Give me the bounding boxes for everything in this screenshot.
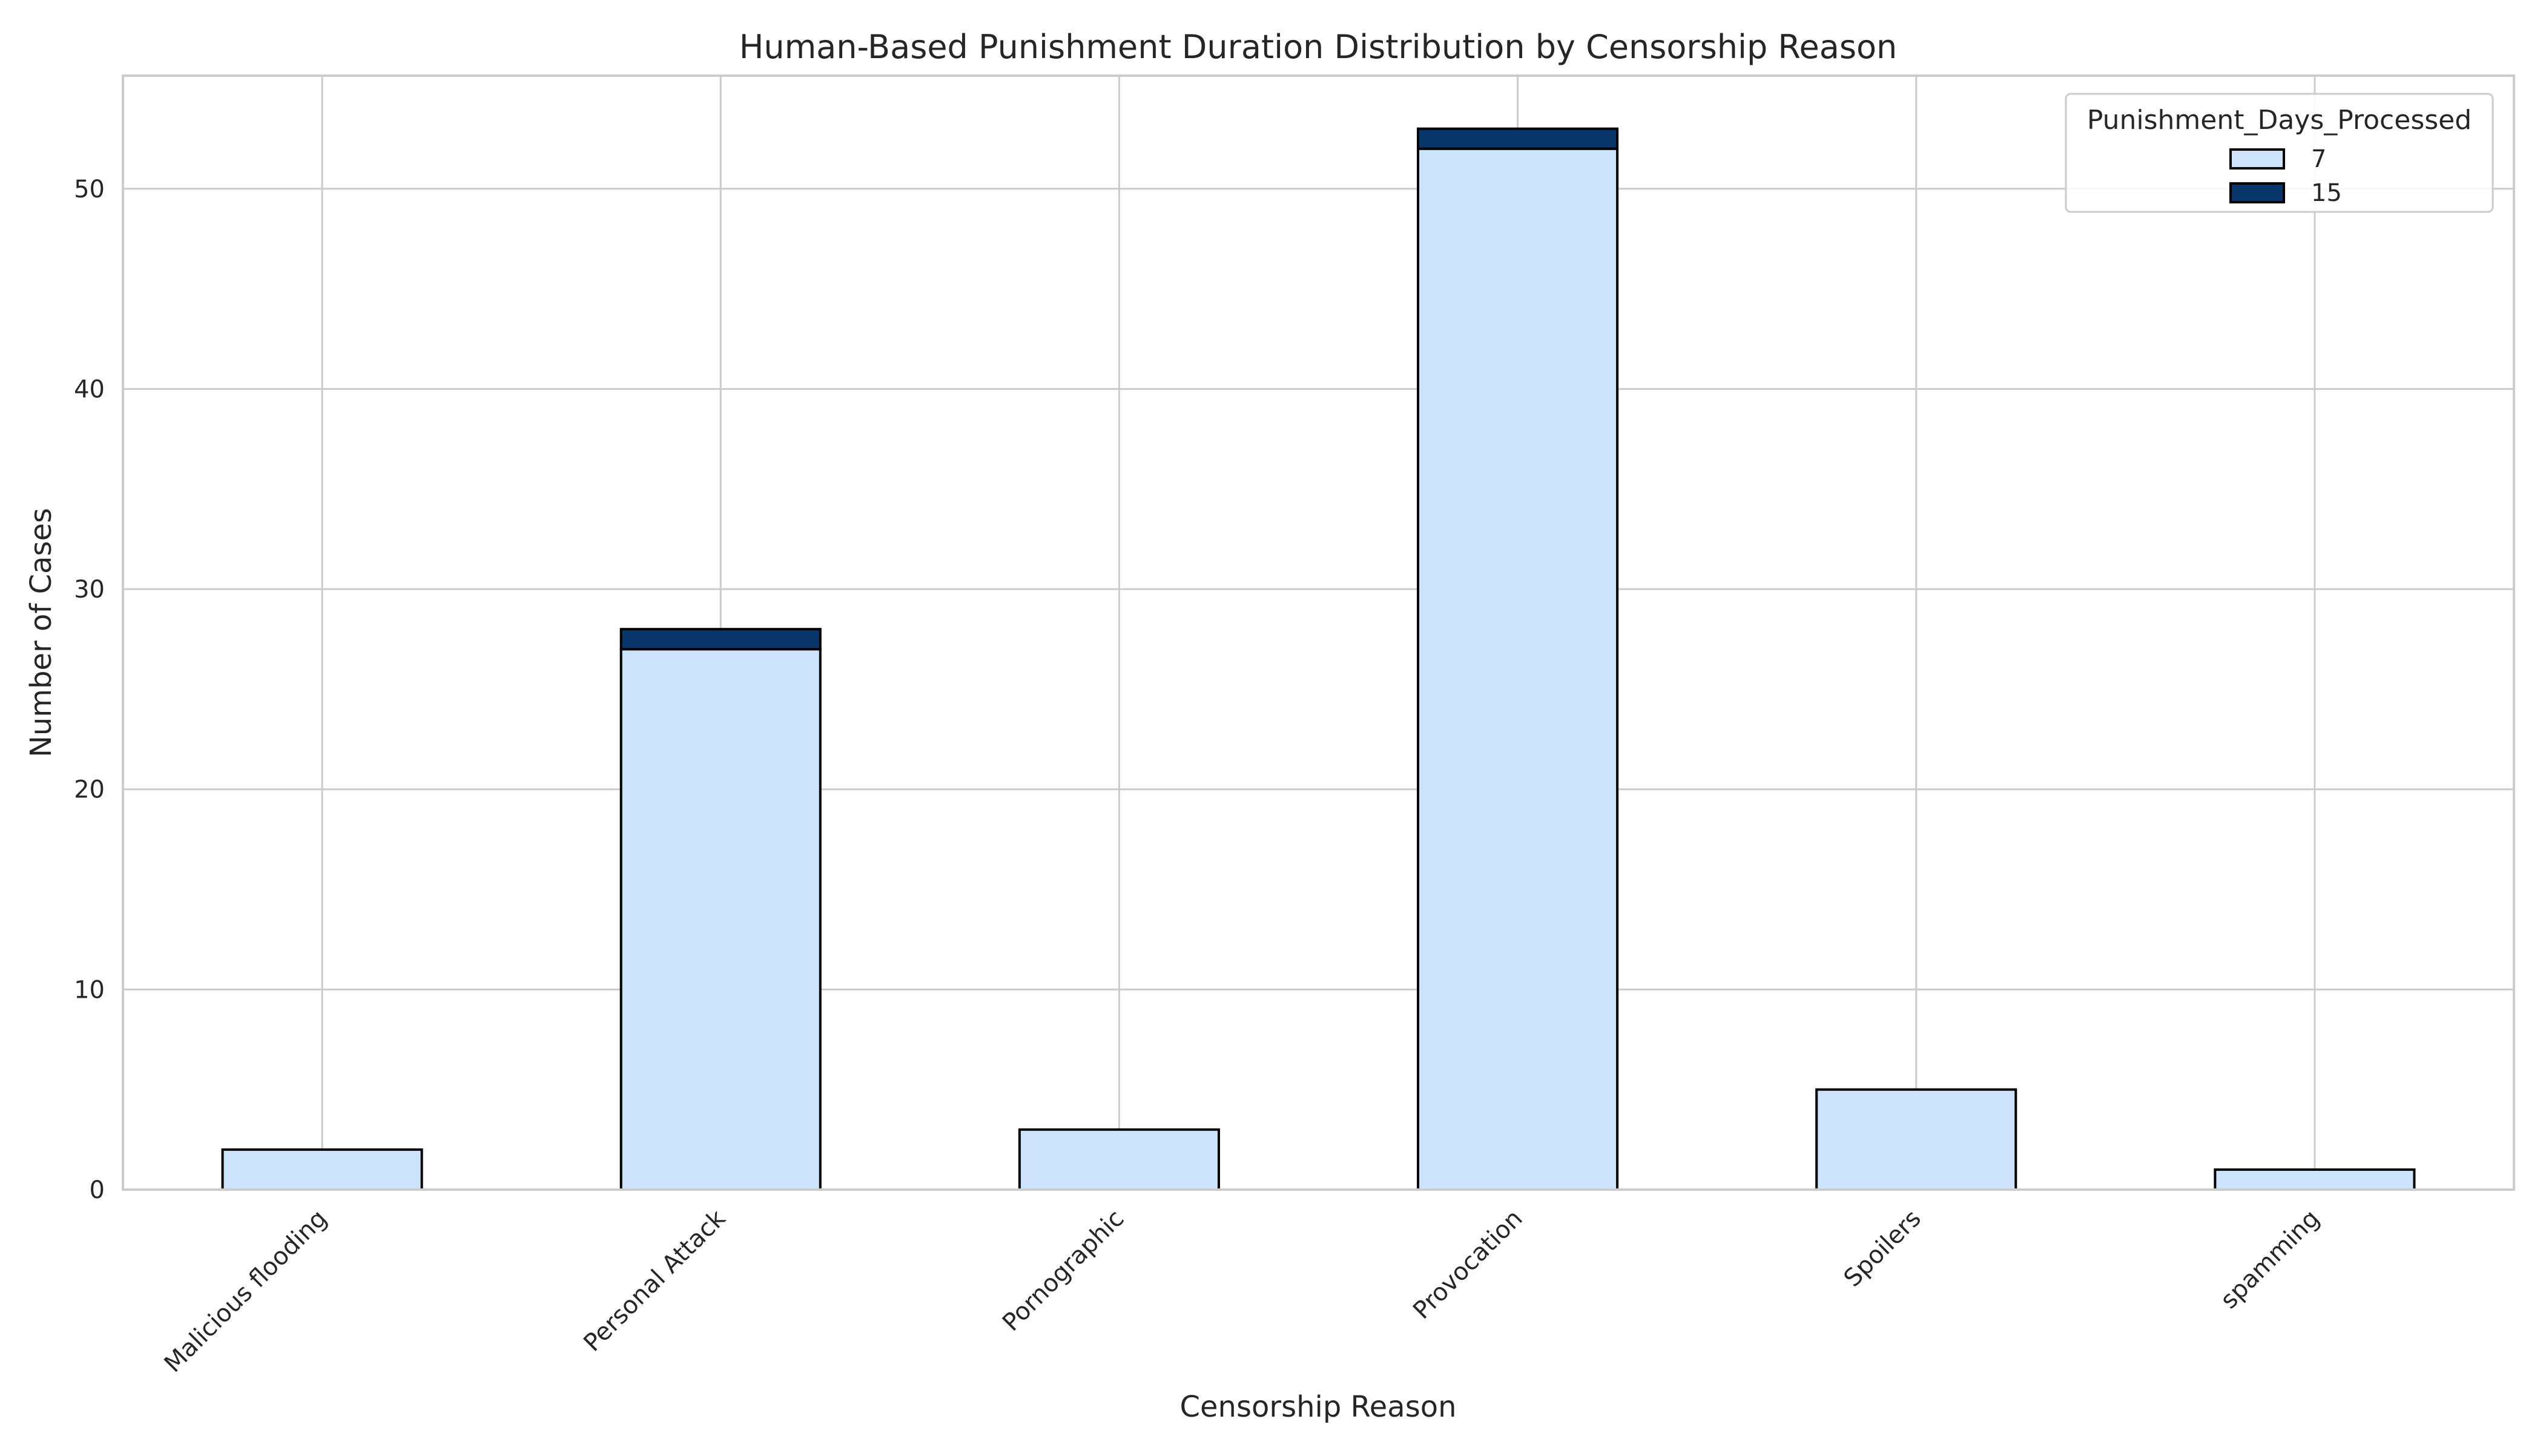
bar-spoilers-series-7	[1815, 1088, 2017, 1191]
bar-provocation-series-7	[1417, 147, 1619, 1191]
bar-malicious-flooding-series-7	[221, 1148, 423, 1191]
plot-frame	[122, 74, 2515, 1191]
chart-title: Human-Based Punishment Duration Distribu…	[739, 28, 1898, 66]
y-axis-label: Number of Cases	[24, 508, 58, 757]
y-tick-label: 50	[74, 176, 105, 203]
plot-background	[123, 76, 2514, 1190]
bar-personal-attack-series-15	[619, 628, 822, 651]
x-axis-label: Censorship Reason	[1179, 1390, 1456, 1424]
legend-entry-label: 7	[2311, 145, 2326, 173]
y-tick-label: 10	[74, 976, 105, 1004]
bar-provocation-series-15	[1417, 127, 1619, 150]
legend-swatch	[2229, 182, 2285, 203]
y-tick-label: 30	[74, 576, 105, 604]
y-tick-label: 40	[74, 375, 105, 403]
legend: Punishment_Days_Processed 7 15	[2065, 93, 2494, 213]
y-tick-label: 20	[74, 776, 105, 804]
bar-personal-attack-series-7	[619, 648, 822, 1191]
legend-swatch	[2229, 148, 2285, 170]
legend-title: Punishment_Days_Processed	[2087, 105, 2472, 136]
bar-pornographic-series-7	[1018, 1128, 1220, 1191]
bar-spamming-series-7	[2214, 1168, 2416, 1191]
y-tick-label: 0	[90, 1176, 105, 1204]
legend-entry-label: 15	[2311, 179, 2342, 207]
